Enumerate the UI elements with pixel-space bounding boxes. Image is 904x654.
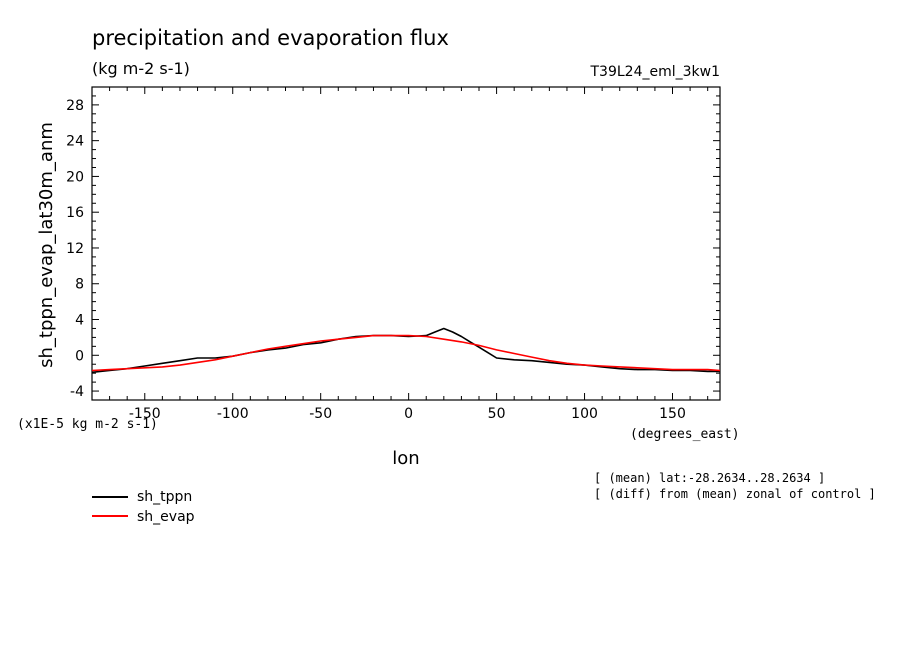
legend: sh_tppn sh_evap: [92, 489, 195, 525]
experiment-label: T39L24_eml_3kw1: [590, 64, 721, 80]
y-tick-label: 28: [66, 98, 84, 114]
y-axis-label: sh_tppn_evap_lat30m_anm: [36, 122, 57, 368]
x-units-label: (degrees_east): [630, 427, 740, 442]
y-tick-label: 0: [75, 348, 84, 364]
y-tick-label: -4: [70, 384, 84, 400]
legend-label-sh-tppn: sh_tppn: [137, 489, 192, 505]
x-tick-label: 0: [404, 406, 413, 422]
y-scale-note: (x1E-5 kg m-2 s-1): [17, 417, 158, 432]
series-line-sh-tppn: [91, 327, 720, 374]
y-axis: -4 0 4 8 12 16 20 24 28: [66, 95, 720, 400]
note-mean-lat: [ (mean) lat:-28.2634..28.2634 ]: [594, 471, 825, 485]
x-tick-label: -150: [129, 406, 161, 422]
x-tick-label: 50: [488, 406, 506, 422]
y-tick-label: 12: [66, 241, 84, 257]
note-diff: [ (diff) from (mean) zonal of control ]: [594, 487, 876, 501]
plot-area: -4 0 4 8 12 16 20 24 28 -150 -100 -50 0 50 100 150: [66, 86, 721, 422]
plot-frame: [91, 86, 721, 401]
y-tick-label: 20: [66, 169, 84, 185]
x-axis: -150 -100 -50 0 50 100 150: [91, 87, 709, 422]
legend-label-sh-evap: sh_evap: [137, 509, 195, 525]
x-tick-label: 100: [571, 406, 598, 422]
x-axis-label: lon: [392, 448, 419, 469]
x-tick-label: -50: [309, 406, 332, 422]
y-tick-label: 8: [75, 277, 84, 293]
chart-units: (kg m-2 s-1): [92, 59, 190, 78]
x-tick-label: -100: [217, 406, 249, 422]
series-line-sh-evap: [91, 334, 721, 372]
y-tick-label: 4: [75, 313, 84, 329]
chart-title: precipitation and evaporation flux: [92, 26, 449, 50]
y-tick-label: 24: [66, 134, 84, 150]
y-tick-label: 16: [66, 205, 84, 221]
x-tick-label: 150: [659, 406, 686, 422]
series-lines: [91, 327, 721, 374]
